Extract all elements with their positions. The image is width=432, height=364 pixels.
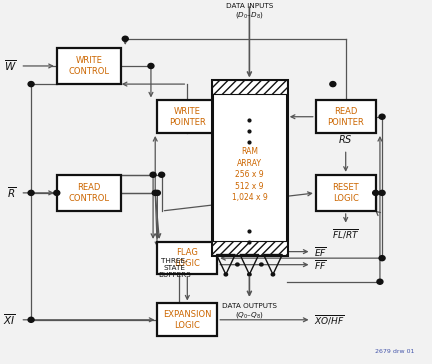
Text: WRITE
CONTROL: WRITE CONTROL	[68, 56, 109, 76]
Text: $\overline{FF}$: $\overline{FF}$	[314, 258, 326, 272]
Text: $\overline{RS}$: $\overline{RS}$	[338, 131, 353, 146]
Bar	[157, 100, 217, 133]
Circle shape	[152, 190, 158, 195]
Text: 2679 drw 01: 2679 drw 01	[375, 349, 414, 354]
Text: RESET
LOGIC: RESET LOGIC	[332, 183, 359, 203]
Circle shape	[271, 273, 275, 276]
Circle shape	[28, 82, 34, 87]
Text: WRITE
POINTER: WRITE POINTER	[169, 107, 206, 127]
Text: DATA OUTPUTS
($Q_0$–$Q_8$): DATA OUTPUTS ($Q_0$–$Q_8$)	[222, 303, 277, 320]
Circle shape	[379, 190, 385, 195]
Circle shape	[248, 273, 251, 276]
Circle shape	[148, 63, 154, 68]
Text: $\overline{XO/HF}$: $\overline{XO/HF}$	[314, 313, 344, 327]
Circle shape	[379, 256, 385, 261]
Text: $\overline{XI}$: $\overline{XI}$	[3, 312, 16, 327]
Bar	[57, 175, 121, 211]
Circle shape	[379, 114, 385, 119]
Bar	[157, 242, 217, 274]
Bar	[316, 100, 376, 133]
Bar	[316, 175, 376, 211]
Text: READ
CONTROL: READ CONTROL	[68, 183, 109, 203]
Circle shape	[28, 317, 34, 323]
Bar	[57, 48, 121, 84]
Bar	[212, 241, 287, 254]
Circle shape	[373, 190, 379, 195]
Circle shape	[377, 279, 383, 284]
Text: $\overline{EF}$: $\overline{EF}$	[314, 245, 327, 258]
Text: THREE-
STATE
BUFFERS: THREE- STATE BUFFERS	[158, 258, 191, 278]
Text: RAM
ARRAY
256 x 9
512 x 9
1,024 x 9: RAM ARRAY 256 x 9 512 x 9 1,024 x 9	[232, 147, 267, 202]
Text: DATA INPUTS
($D_0$–$D_8$): DATA INPUTS ($D_0$–$D_8$)	[226, 3, 273, 20]
Text: FLAG
LOGIC: FLAG LOGIC	[175, 248, 200, 268]
Text: $\overline{FL/RT}$: $\overline{FL/RT}$	[332, 228, 359, 241]
Text: EXPANSION
LOGIC: EXPANSION LOGIC	[163, 309, 212, 330]
Bar	[157, 304, 217, 336]
Circle shape	[224, 273, 228, 276]
Bar	[212, 80, 287, 254]
Circle shape	[236, 263, 239, 266]
Circle shape	[150, 172, 156, 177]
Circle shape	[260, 263, 263, 266]
Text: $\overline{R}$: $\overline{R}$	[7, 186, 16, 200]
Circle shape	[159, 172, 165, 177]
Circle shape	[154, 190, 160, 195]
Circle shape	[28, 190, 34, 195]
Text: $\overline{W}$: $\overline{W}$	[3, 59, 16, 73]
Circle shape	[122, 36, 128, 41]
Circle shape	[330, 82, 336, 87]
Circle shape	[54, 190, 60, 195]
Bar	[212, 80, 287, 94]
Text: READ
POINTER: READ POINTER	[327, 107, 364, 127]
